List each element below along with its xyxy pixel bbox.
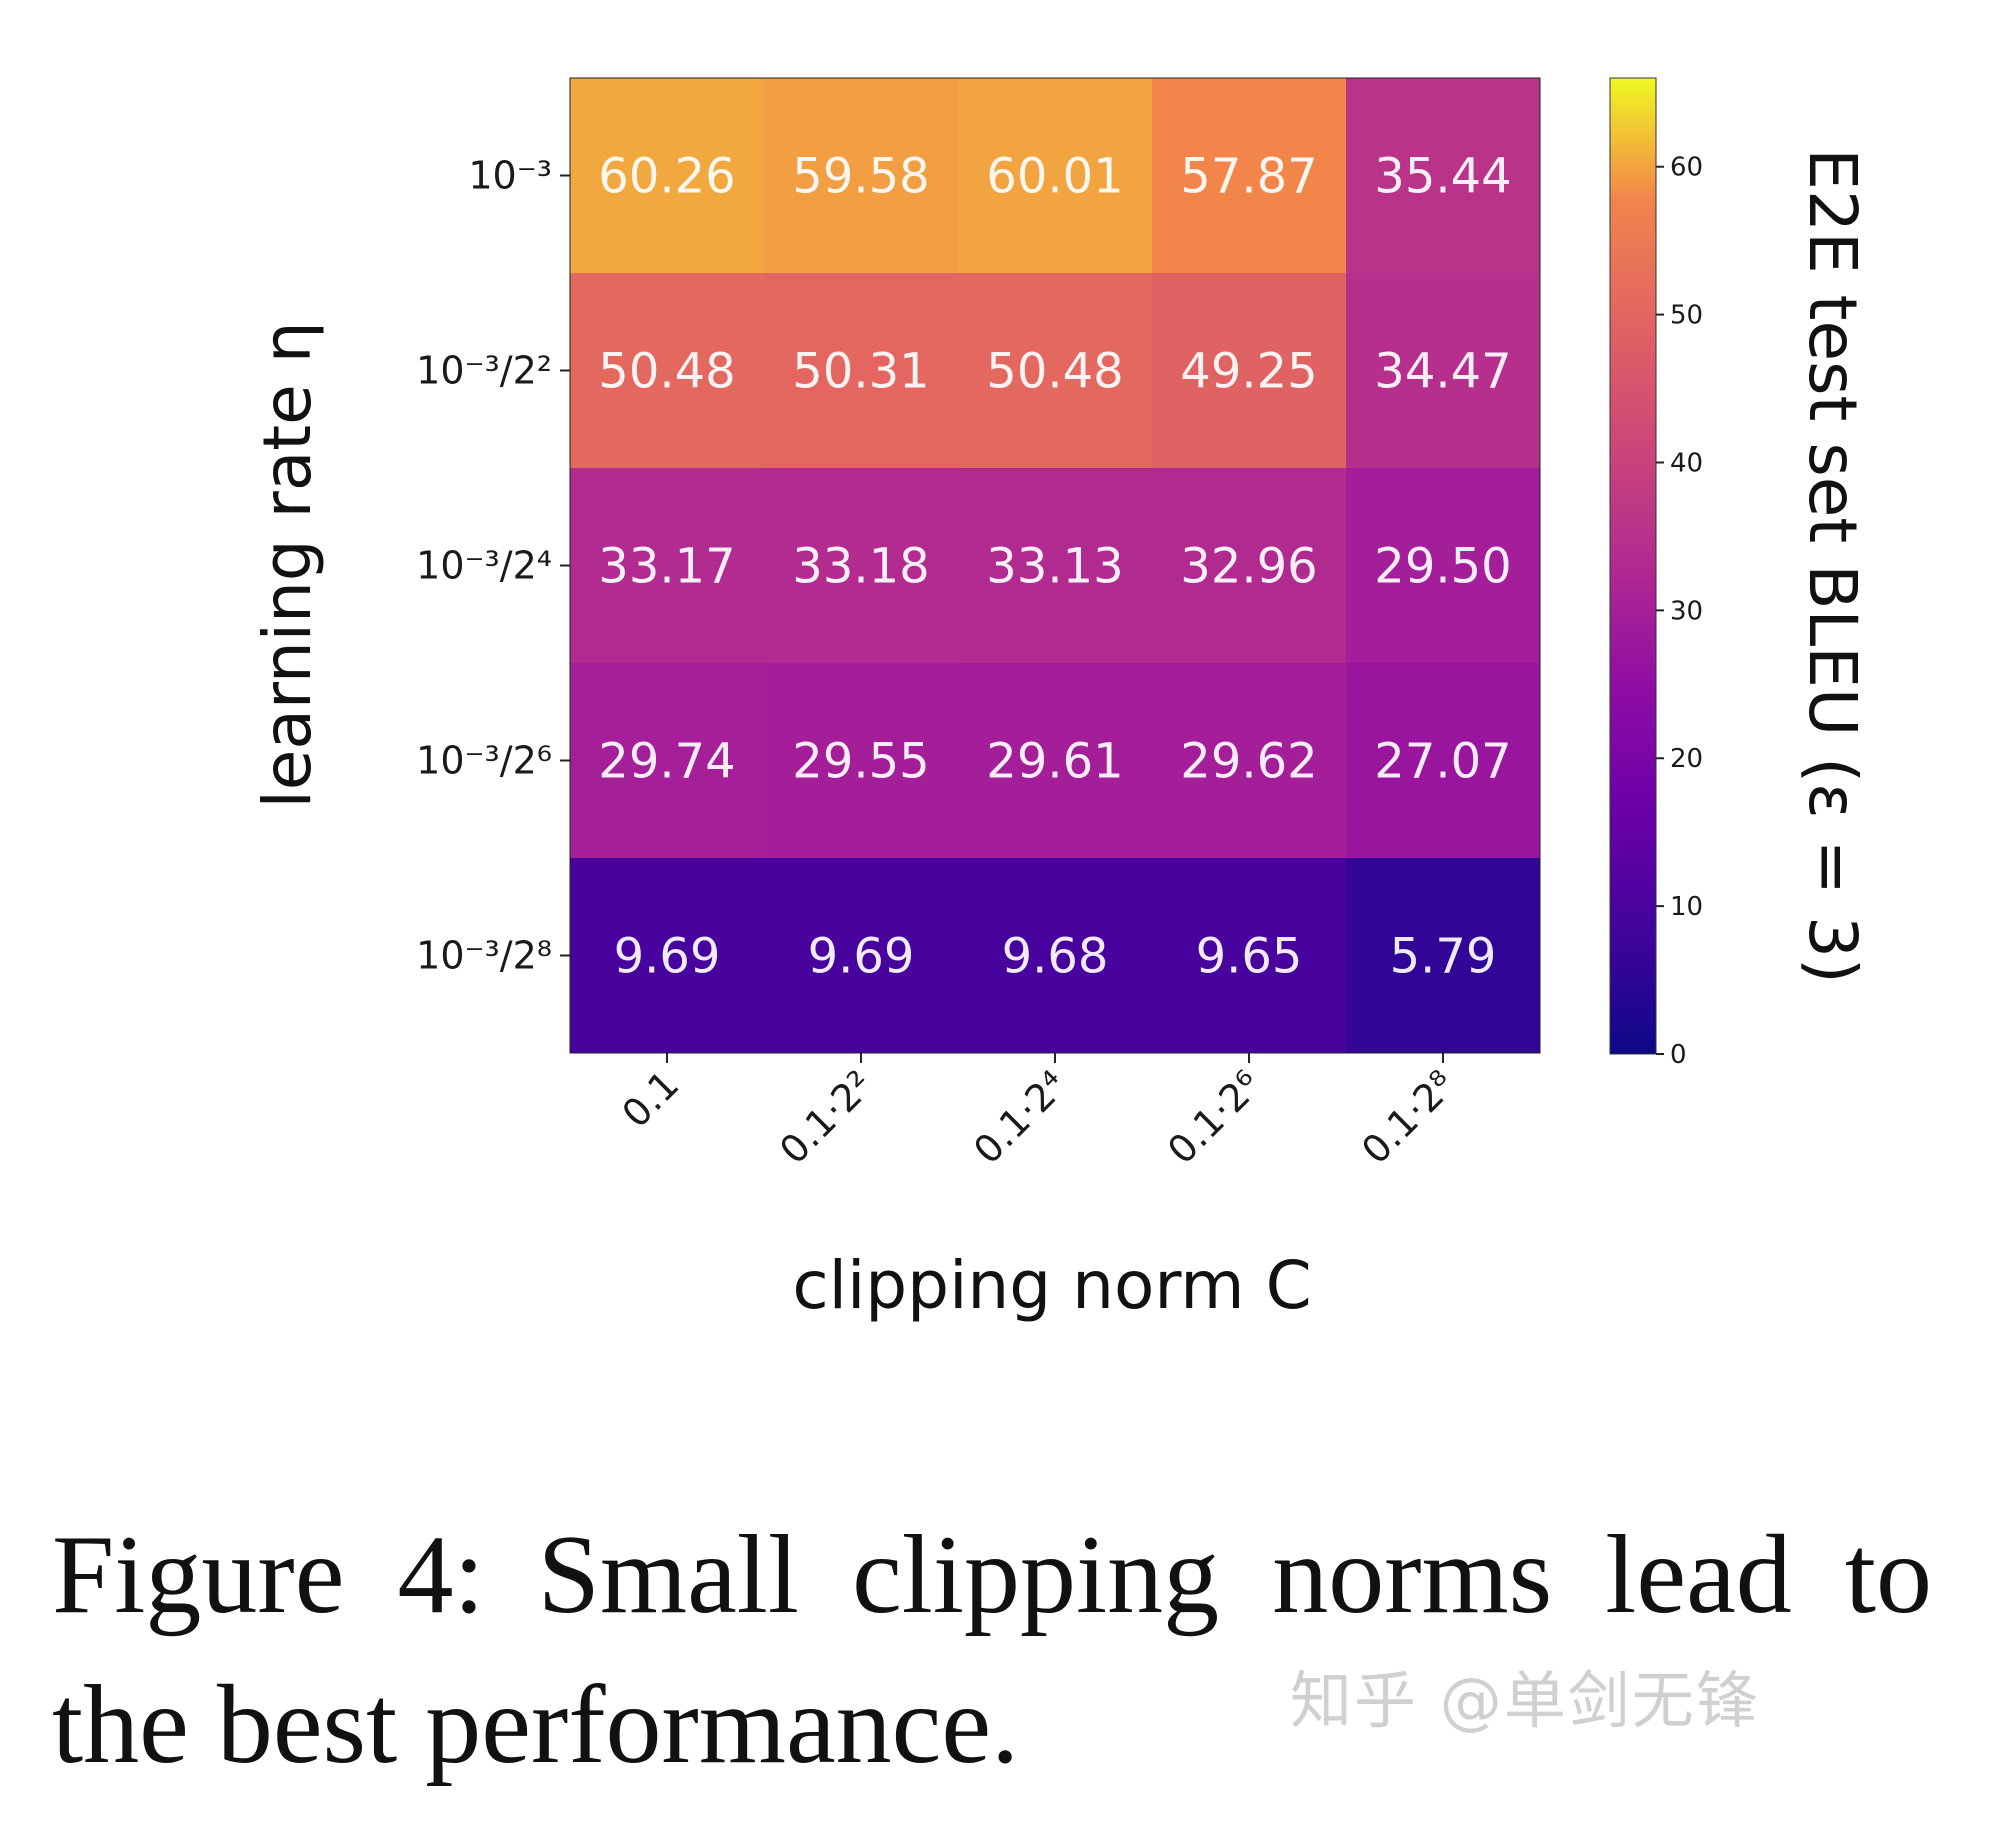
y-tick-label: 10⁻³ bbox=[468, 154, 552, 198]
heatmap-cell bbox=[1346, 273, 1541, 469]
colorbar-gradient bbox=[1610, 78, 1656, 1054]
heatmap-cell bbox=[764, 858, 959, 1054]
colorbar-label: E2E test set BLEU (ε = 3) bbox=[1794, 148, 1871, 983]
colorbar-tick-label: 10 bbox=[1670, 892, 1703, 922]
cell-value-label: 29.62 bbox=[1180, 734, 1317, 790]
heatmap-cell bbox=[764, 663, 959, 859]
heatmap-cell bbox=[1152, 663, 1347, 859]
heatmap-cells: 60.26 59.58 60.01 57.87 35.44 50.48 50.31 50.48… bbox=[569, 77, 1541, 1054]
cell-value-label: 60.01 bbox=[986, 149, 1123, 205]
heatmap-cell bbox=[1346, 78, 1541, 274]
colorbar-tick-label: 0 bbox=[1670, 1040, 1687, 1070]
x-tick-label: 0.1·2² bbox=[771, 1062, 881, 1172]
y-tick-label: 10⁻³/2² bbox=[416, 349, 552, 393]
heatmap-cell bbox=[1152, 78, 1347, 274]
figure-caption: Figure 4: Small clipping norms lead to t… bbox=[52, 1513, 1932, 1787]
cell-value-label: 29.74 bbox=[598, 734, 735, 790]
x-tick-label: 0.1·2⁴ bbox=[965, 1062, 1075, 1172]
heatmap-cell bbox=[958, 78, 1153, 274]
cell-value-label: 50.31 bbox=[792, 344, 929, 400]
colorbar: 0 10 20 30 40 50 60 bbox=[1609, 77, 1703, 1070]
cell-value-label: 59.58 bbox=[792, 149, 929, 205]
cell-value-label: 33.13 bbox=[986, 539, 1123, 595]
y-tick-label: 10⁻³/2⁶ bbox=[416, 739, 552, 783]
colorbar-tick-label: 20 bbox=[1670, 744, 1703, 774]
x-tick-label: 0.1·2⁸ bbox=[1353, 1062, 1463, 1172]
heatmap-cell bbox=[570, 858, 765, 1054]
x-tick-label: 0.1 bbox=[614, 1062, 688, 1136]
heatmap-cell bbox=[764, 273, 959, 469]
heatmap-cell bbox=[764, 468, 959, 664]
heatmap-cell bbox=[958, 663, 1153, 859]
heatmap-chart: 60.26 59.58 60.01 57.87 35.44 50.48 50.31 50.48… bbox=[249, 77, 1871, 1324]
cell-value-label: 29.50 bbox=[1374, 539, 1511, 595]
heatmap-cell bbox=[1346, 858, 1541, 1054]
colorbar-tick-label: 30 bbox=[1670, 596, 1703, 626]
cell-value-label: 9.69 bbox=[614, 929, 721, 985]
cell-value-label: 9.65 bbox=[1196, 929, 1303, 985]
cell-value-label: 32.96 bbox=[1180, 539, 1317, 595]
cell-value-label: 9.69 bbox=[808, 929, 915, 985]
heatmap-cell bbox=[1346, 663, 1541, 859]
heatmap-cell bbox=[1152, 468, 1347, 664]
cell-value-label: 9.68 bbox=[1002, 929, 1109, 985]
watermark: 知乎 @单剑无锋 bbox=[1290, 1664, 1760, 1737]
heatmap-cell bbox=[570, 78, 765, 274]
y-axis-label: learning rate η bbox=[249, 321, 326, 808]
heatmap-cell bbox=[570, 663, 765, 859]
cell-value-label: 34.47 bbox=[1374, 344, 1511, 400]
y-tick-label: 10⁻³/2⁸ bbox=[416, 934, 552, 978]
heatmap-cell bbox=[570, 273, 765, 469]
cell-value-label: 49.25 bbox=[1180, 344, 1317, 400]
colorbar-tick-label: 50 bbox=[1670, 301, 1703, 331]
heatmap-cell bbox=[958, 858, 1153, 1054]
heatmap-cell bbox=[570, 468, 765, 664]
heatmap-cell bbox=[1152, 858, 1347, 1054]
heatmap-cell bbox=[958, 468, 1153, 664]
x-tick-label: 0.1·2⁶ bbox=[1159, 1062, 1269, 1172]
colorbar-frame bbox=[1609, 77, 1657, 1055]
heatmap-cell bbox=[958, 273, 1153, 469]
cell-value-label: 29.55 bbox=[792, 734, 929, 790]
heatmap-cell bbox=[1152, 273, 1347, 469]
cell-value-label: 35.44 bbox=[1374, 149, 1511, 205]
x-axis-label: clipping norm C bbox=[792, 1247, 1311, 1324]
colorbar-tick-label: 60 bbox=[1670, 153, 1703, 183]
cell-value-label: 50.48 bbox=[598, 344, 735, 400]
cell-value-label: 60.26 bbox=[598, 149, 735, 205]
heatmap-cell bbox=[764, 78, 959, 274]
cell-value-label: 57.87 bbox=[1180, 149, 1317, 205]
cell-value-label: 5.79 bbox=[1390, 929, 1497, 985]
colorbar-tick-label: 40 bbox=[1670, 448, 1703, 478]
cell-value-label: 27.07 bbox=[1374, 734, 1511, 790]
heatmap-cell bbox=[1346, 468, 1541, 664]
cell-value-label: 33.18 bbox=[792, 539, 929, 595]
y-tick-label: 10⁻³/2⁴ bbox=[416, 544, 552, 588]
cell-value-label: 29.61 bbox=[986, 734, 1123, 790]
cell-value-label: 50.48 bbox=[986, 344, 1123, 400]
cell-value-label: 33.17 bbox=[598, 539, 735, 595]
